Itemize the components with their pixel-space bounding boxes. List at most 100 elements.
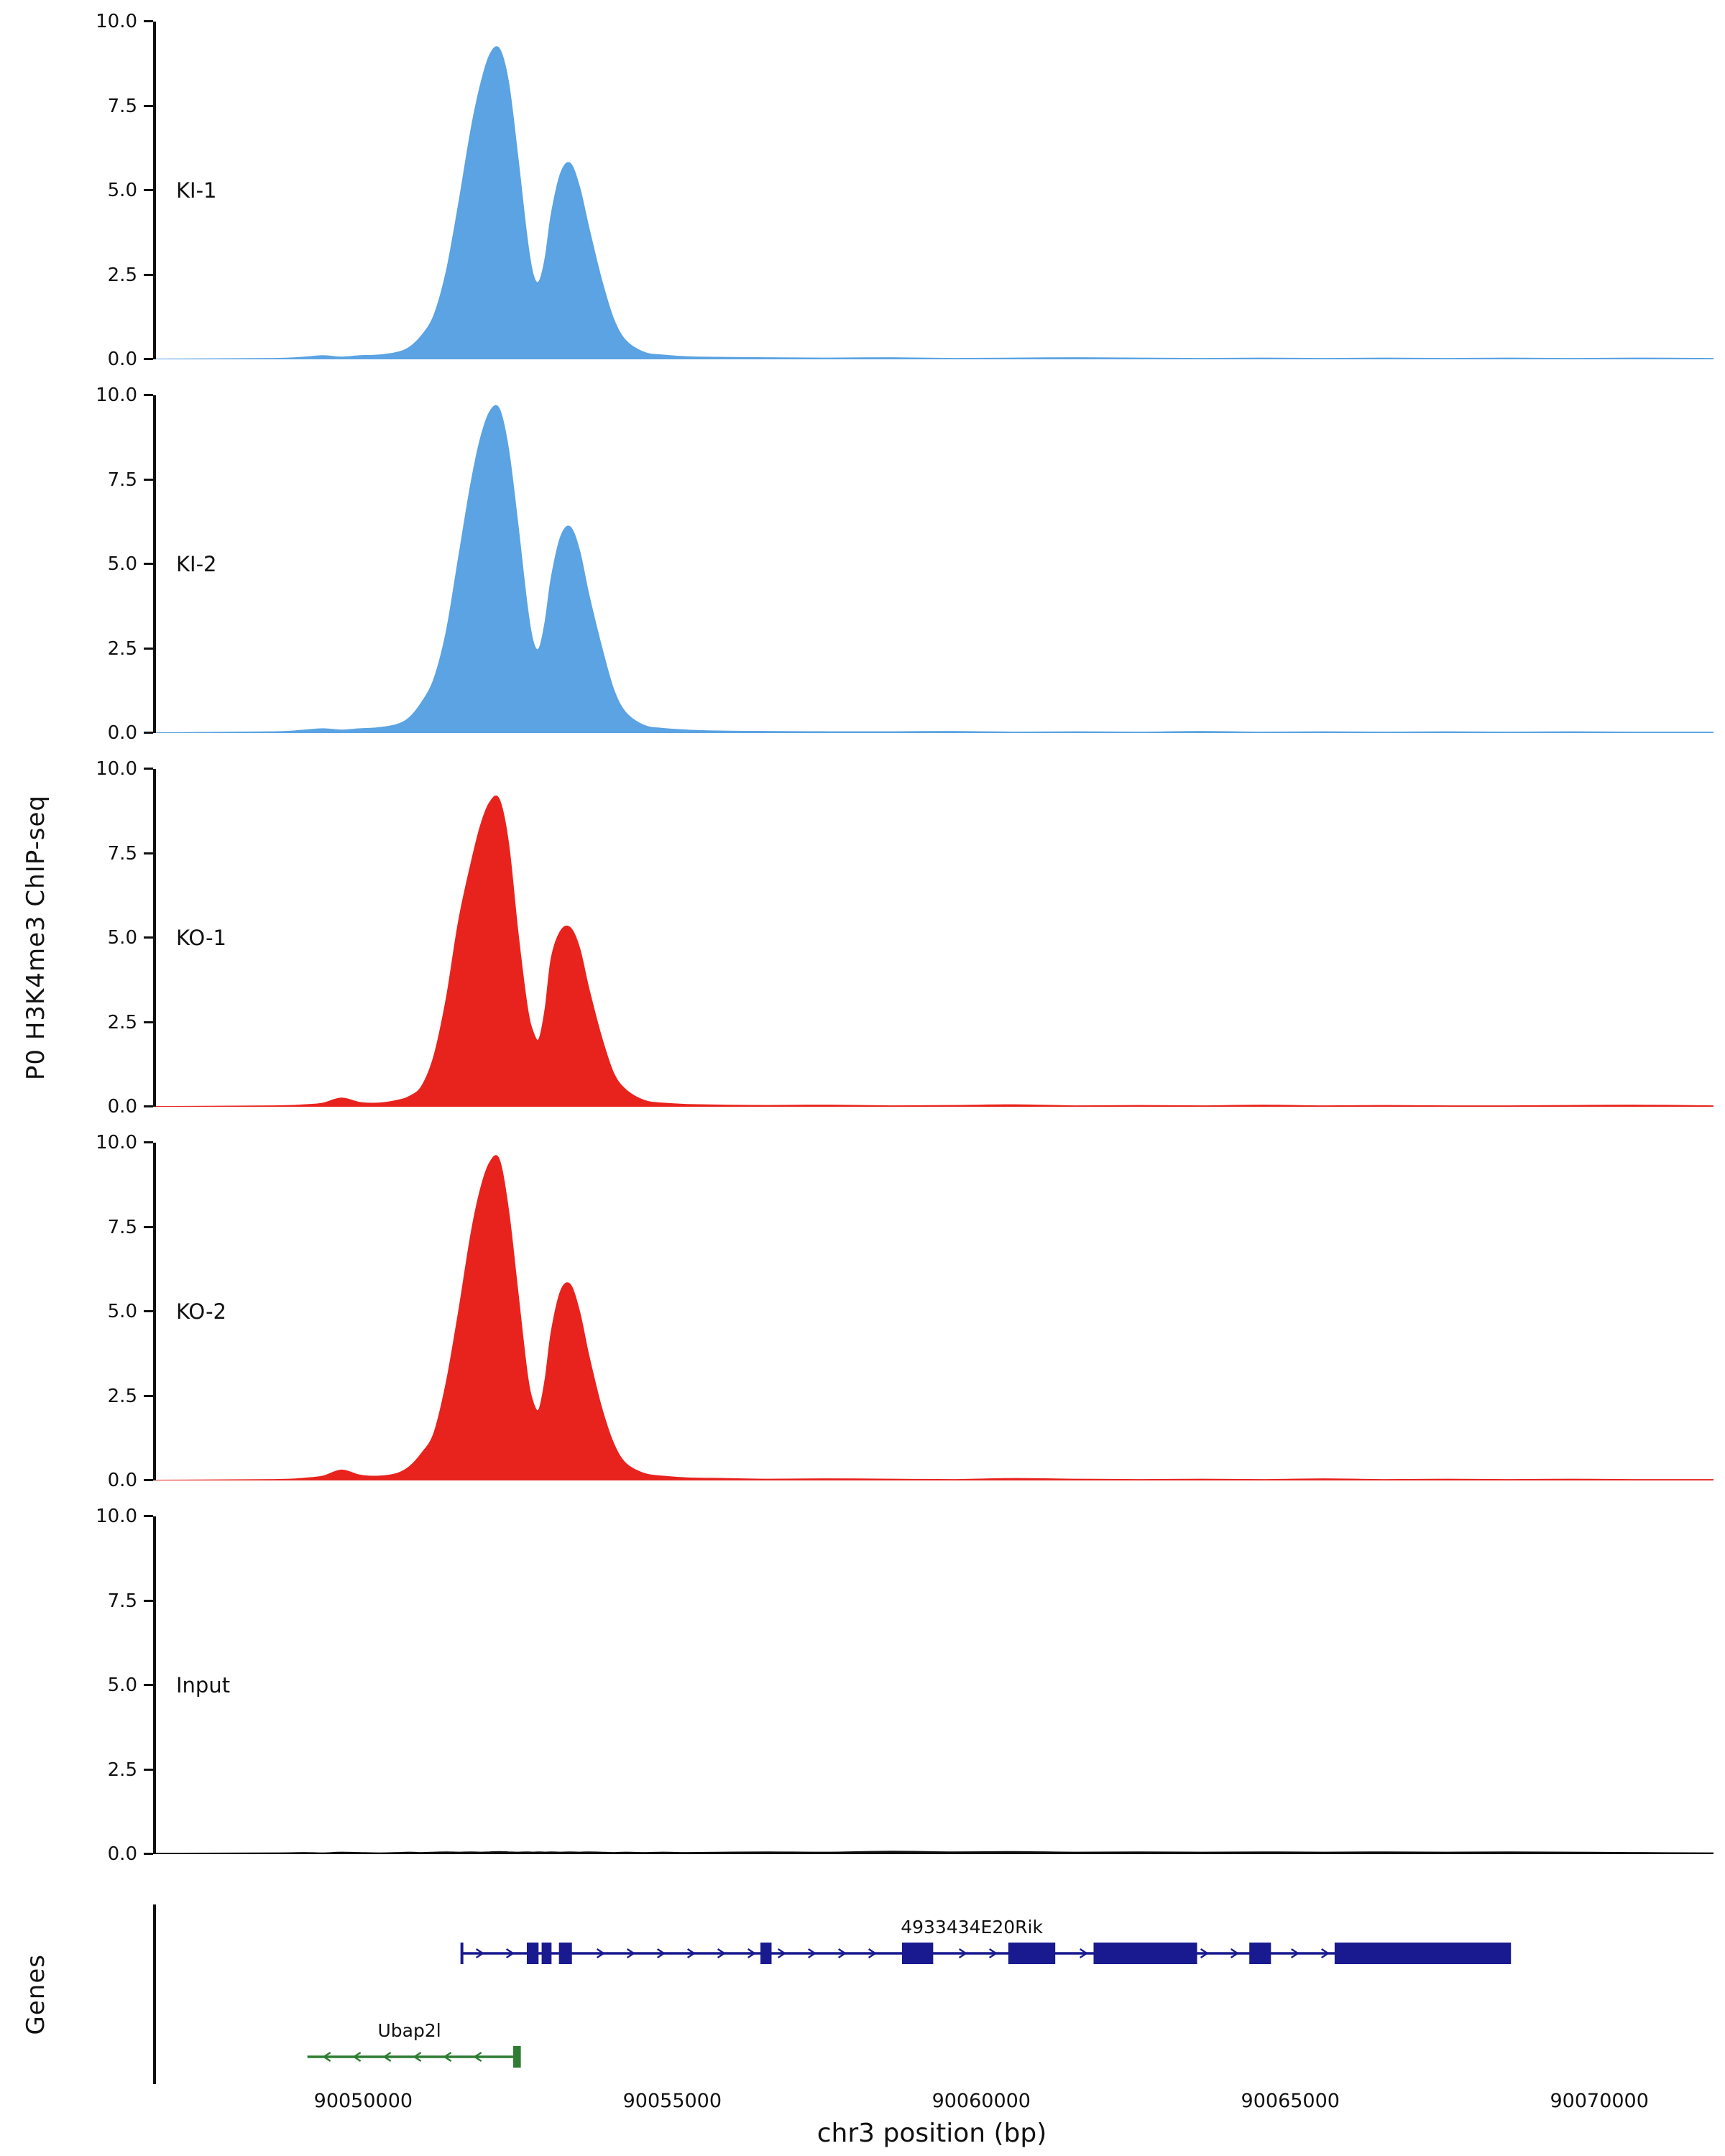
track-ko-1: 0.0 2.5 5.0 7.5 10.0 KO-1 [85,758,1714,1118]
strand-arrow-icon [747,1948,756,1959]
y-tick-label: 7.5 [107,95,137,117]
y-tick-mark [144,1021,153,1023]
strand-arrow-icon [322,2051,331,2063]
gene-exon [541,1943,552,1964]
gene-name-label: 4933434E20Rik [901,1917,1043,1938]
genes-track: 4933434E20Rik Ubap2l [85,1904,1711,2084]
gene-exon [760,1943,772,1964]
y-tick-mark [144,1225,153,1228]
y-tick-label: 0.0 [107,1843,137,1865]
gene-exon [526,1943,539,1964]
coverage-svg [156,405,1714,733]
track-label: KO-1 [176,926,226,950]
coverage-plot: KI-1 [153,22,1714,359]
y-tick-mark [144,1479,153,1481]
y-tick-label: 5.0 [107,1674,137,1696]
coverage-svg [156,796,1714,1107]
coverage-plot: KI-2 [153,395,1714,733]
y-tick-label: 7.5 [107,842,137,865]
y-tick-label: 2.5 [107,1385,137,1407]
x-tick-label: 90060000 [932,2090,1031,2112]
y-tick-label: 2.5 [107,637,137,660]
track-label: Input [176,1673,231,1697]
coverage-area [156,1851,1714,1854]
coverage-area [156,405,1714,733]
strand-arrow-icon [837,1948,847,1959]
strand-arrow-icon [596,1948,605,1959]
track-label: KO-2 [176,1299,226,1324]
y-tick-label: 7.5 [107,1216,137,1238]
y-tick-label: 10.0 [96,1506,137,1527]
y-tick-label: 10.0 [96,758,137,780]
gene-end-bar [460,1943,464,1964]
y-tick-mark [144,1853,153,1855]
coverage-svg [156,46,1714,359]
y-tick-mark [144,273,153,276]
coverage-area [156,1155,1714,1480]
y-tick-label: 5.0 [107,927,137,949]
y-tick-mark [144,104,153,107]
y-tick-mark [144,563,153,565]
coverage-plot: KO-2 [153,1143,1714,1480]
strand-arrow-icon [807,1948,816,1959]
track-label: KI-1 [176,178,217,203]
gene-model: 4933434E20Rik [460,1917,1512,1964]
gene-exon [901,1943,934,1964]
y-tick-label: 5.0 [107,553,137,575]
y-tick-mark [144,20,153,22]
y-tick-mark [144,1515,153,1517]
strand-arrow-icon [413,2051,422,2063]
x-tick-label: 90050000 [313,2090,413,2112]
x-tick-label: 90065000 [1241,2090,1340,2112]
strand-arrow-icon [868,1948,877,1959]
coverage-svg [156,1155,1714,1480]
y-tick-mark [144,647,153,650]
y-tick-label: 5.0 [107,1301,137,1322]
genes-axis-title: Genes [22,1953,50,2035]
coverage-svg [156,1851,1714,1854]
gene-exon [1334,1943,1510,1964]
y-axis-title-container: P0 H3K4me3 ChIP-seq [13,22,59,1854]
y-tick-mark [144,189,153,191]
y-axis: 0.0 2.5 5.0 7.5 10.0 [85,11,153,370]
y-tick-label: 2.5 [107,264,137,286]
strand-arrow-icon [626,1948,635,1959]
strand-arrow-icon [443,2051,452,2063]
y-tick-label: 0.0 [107,1096,137,1118]
strand-arrow-icon [1320,1948,1330,1959]
strand-arrow-icon [656,1948,666,1959]
strand-arrow-icon [777,1948,786,1959]
track-ki-2: 0.0 2.5 5.0 7.5 10.0 KI-2 [85,384,1714,744]
y-tick-label: 0.0 [107,1470,137,1491]
y-tick-label: 10.0 [96,11,137,32]
y-tick-mark [144,478,153,481]
gene-exon [558,1943,572,1964]
y-axis-title: P0 H3K4me3 ChIP-seq [22,795,50,1081]
strand-arrow-icon [958,1948,967,1959]
y-tick-mark [144,1310,153,1312]
y-tick-label: 10.0 [96,1132,137,1153]
gene-name-label: Ubap2l [377,2020,441,2041]
y-tick-mark [144,394,153,396]
x-tick-label: 90070000 [1550,2090,1649,2112]
y-tick-mark [144,768,153,770]
track-ko-2: 0.0 2.5 5.0 7.5 10.0 KO-2 [85,1132,1714,1491]
gene-model: Ubap2l [307,2020,521,2068]
strand-arrow-icon [686,1948,696,1959]
coverage-area [156,46,1714,359]
y-tick-label: 10.0 [96,384,137,406]
y-tick-mark [144,852,153,854]
gene-exon [1008,1943,1056,1964]
strand-arrow-icon [382,2051,392,2063]
strand-arrow-icon [988,1948,998,1959]
y-tick-label: 7.5 [107,469,137,491]
x-axis-title: chr3 position (bp) [816,2119,1047,2148]
strand-arrow-icon [717,1948,726,1959]
coverage-area [156,796,1714,1107]
genes-svg: 4933434E20Rik Ubap2l [307,1917,1512,2068]
y-tick-label: 2.5 [107,1759,137,1781]
y-tick-label: 5.0 [107,180,137,201]
gene-exon [513,2046,520,2068]
y-tick-mark [144,1684,153,1686]
